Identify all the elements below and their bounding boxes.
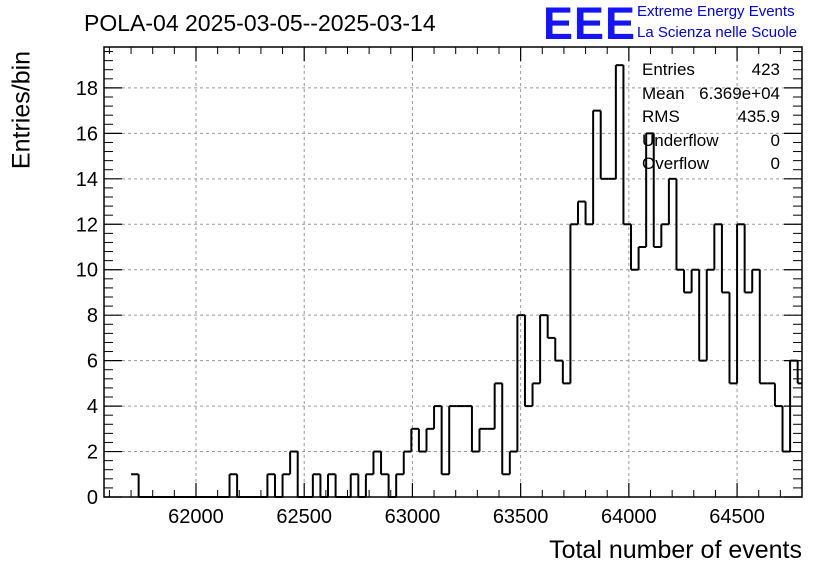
stats-row-entries: Entries 423 — [642, 58, 780, 82]
logo-text-line2: La Scienza nelle Scuole — [637, 24, 798, 41]
y-tick-label: 0 — [87, 487, 98, 509]
stats-key: Mean — [642, 83, 685, 103]
y-tick-label: 12 — [76, 214, 98, 236]
x-tick-label: 62000 — [168, 506, 224, 528]
logo-text-line1: Extreme Energy Events — [637, 3, 795, 20]
y-tick-label: 8 — [87, 305, 98, 327]
stats-value: 435.9 — [737, 107, 780, 126]
stats-key: Underflow — [642, 130, 719, 150]
stats-row-rms: RMS 435.9 — [642, 105, 780, 129]
x-tick-label: 62500 — [276, 506, 332, 528]
stats-row-overflow: Overflow 0 — [642, 152, 780, 176]
stats-row-mean: Mean 6.369e+04 — [642, 82, 780, 106]
stats-key: Entries — [642, 60, 695, 79]
stats-value: 423 — [751, 60, 780, 79]
x-tick-label: 63000 — [385, 506, 441, 528]
y-tick-label: 18 — [76, 78, 98, 100]
stats-key: Overflow — [642, 154, 710, 173]
stats-row-underflow: Underflow 0 — [642, 129, 780, 153]
stats-box: Entries 423 Mean 6.369e+04 RMS 435.9 Underflow… — [642, 58, 780, 176]
eee-logo: EEE — [543, 0, 637, 49]
x-tick-label: 64500 — [709, 506, 765, 528]
stats-value: 0 — [770, 154, 780, 173]
histogram-bars — [131, 64, 802, 498]
plot-frame — [103, 46, 803, 498]
x-tick-label: 63500 — [493, 506, 549, 528]
x-tick-label: 64000 — [601, 506, 657, 528]
chart-title: POLA-04 2025-03-05--2025-03-14 — [84, 10, 436, 36]
y-tick-label: 14 — [76, 169, 98, 191]
y-tick-label: 10 — [76, 260, 98, 282]
y-tick-label: 16 — [76, 123, 98, 145]
x-axis-label: Total number of events — [549, 536, 802, 564]
stats-value: 6.369e+04 — [699, 83, 780, 103]
y-tick-label: 4 — [87, 396, 98, 418]
stats-key: RMS — [642, 107, 680, 126]
y-tick-label: 6 — [87, 351, 98, 373]
y-tick-label: 2 — [87, 442, 98, 464]
stats-value: 0 — [770, 130, 780, 150]
tick-labels: 62000 62500 63000 63500 64000 64500 0 2 4 6 8 10 12 1… — [76, 78, 765, 528]
